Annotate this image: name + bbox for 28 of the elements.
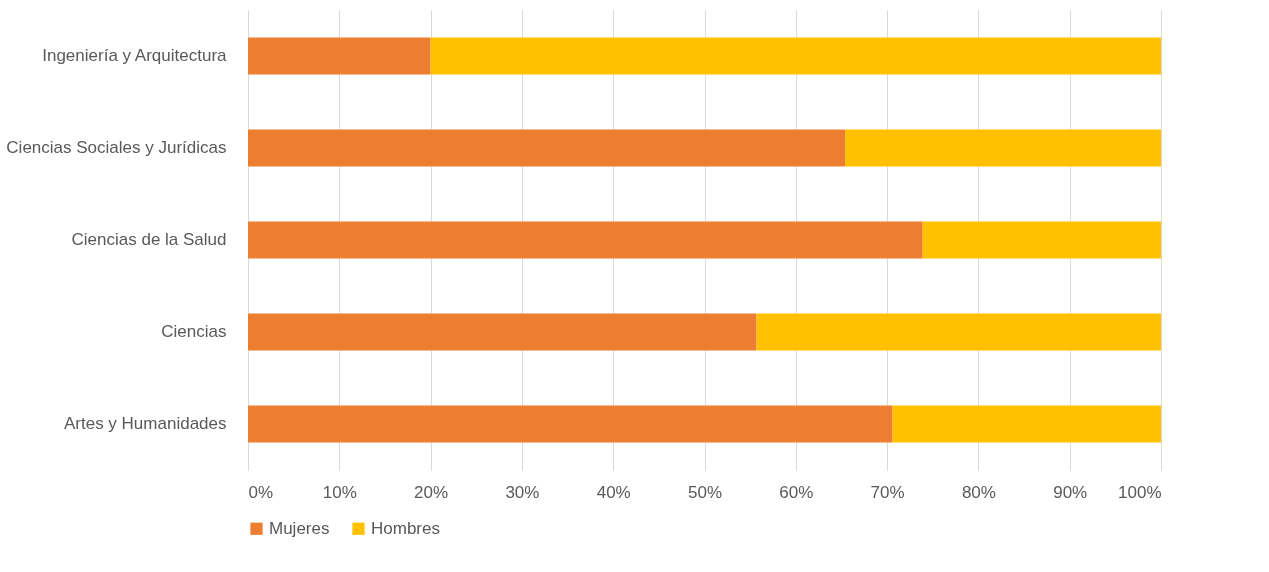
bar — [845, 129, 1161, 167]
legend-label: Mujeres — [269, 518, 330, 538]
bar — [430, 37, 1161, 75]
x-tick-label: 30% — [505, 482, 540, 502]
bar — [248, 313, 757, 351]
y-tick-label: Artes y Humanidades — [63, 414, 227, 433]
x-tick-label: 60% — [779, 482, 814, 502]
bar — [922, 221, 1161, 259]
x-tick-label: 20% — [414, 482, 449, 502]
bar — [756, 313, 1161, 351]
x-tick-label: 40% — [596, 482, 631, 502]
x-tick-label: 100% — [1118, 482, 1162, 502]
x-tick-label: 50% — [687, 482, 723, 502]
bar — [248, 37, 431, 75]
x-tick-label: 90% — [1053, 482, 1088, 502]
x-tick-label: 10% — [322, 482, 357, 502]
bar — [248, 221, 923, 259]
y-tick-label: Ciencias Sociales y Jurídicas — [6, 138, 227, 157]
bar — [248, 405, 893, 443]
legend-label: Hombres — [371, 518, 440, 538]
bar — [892, 405, 1161, 443]
y-tick-label: Ingeniería y Arquitectura — [42, 46, 228, 65]
x-tick-label: 70% — [870, 482, 905, 502]
x-tick-label: 0% — [248, 482, 274, 502]
x-tick-label: 80% — [961, 482, 996, 502]
y-tick-label: Ciencias — [161, 322, 227, 341]
y-tick-label: Ciencias de la Salud — [71, 230, 227, 249]
bar — [248, 129, 846, 167]
